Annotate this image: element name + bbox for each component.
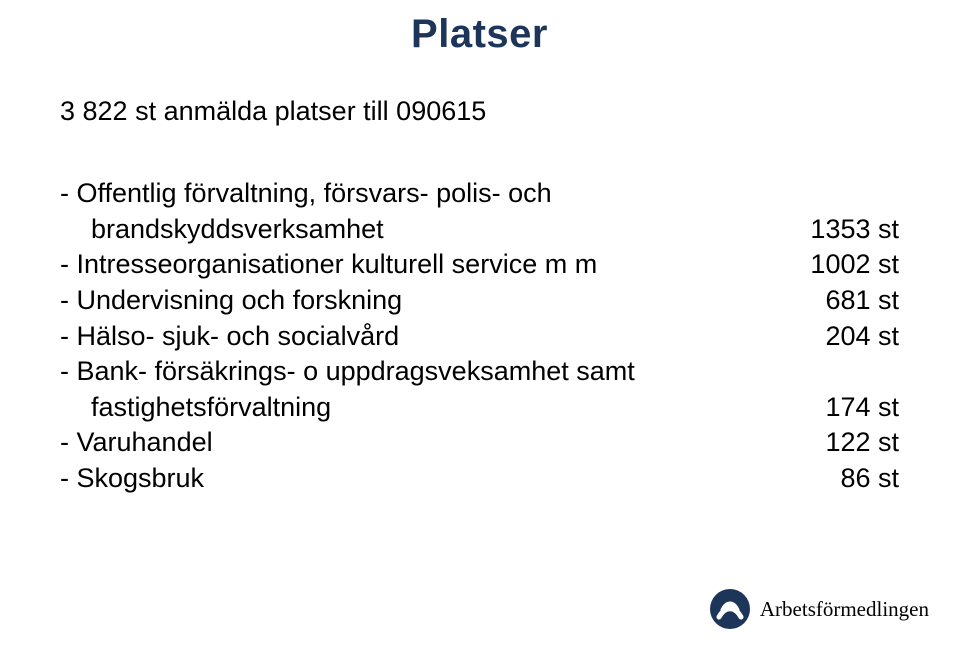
list-item: - Offentlig förvaltning, försvars- polis… — [60, 176, 899, 212]
logo-wordmark: Arbetsförmedlingen — [760, 597, 929, 622]
item-label: - Intresseorganisationer kulturell servi… — [60, 247, 597, 283]
item-value: 86 st — [769, 461, 899, 497]
list-item: - Skogsbruk 86 st — [60, 461, 899, 497]
item-label: brandskyddsverksamhet — [60, 212, 384, 248]
item-value: 681 st — [769, 283, 899, 319]
item-value: 1002 st — [769, 247, 899, 283]
item-label: fastighetsförvaltning — [60, 390, 331, 426]
item-value: 174 st — [769, 390, 899, 426]
item-value: 1353 st — [769, 212, 899, 248]
intro-line: 3 822 st anmälda platser till 090615 — [60, 96, 486, 127]
items-list: - Offentlig förvaltning, försvars- polis… — [60, 176, 899, 497]
item-value: 122 st — [769, 425, 899, 461]
slide: Platser 3 822 st anmälda platser till 09… — [0, 0, 959, 655]
list-item: - Undervisning och forskning 681 st — [60, 283, 899, 319]
item-value: 204 st — [769, 319, 899, 355]
item-label: - Undervisning och forskning — [60, 283, 402, 319]
list-item: - Hälso- sjuk- och socialvård 204 st — [60, 319, 899, 355]
list-item: brandskyddsverksamhet 1353 st — [60, 212, 899, 248]
item-label: - Hälso- sjuk- och socialvård — [60, 319, 399, 355]
item-label: - Offentlig förvaltning, försvars- polis… — [60, 176, 552, 212]
logo-mark-icon — [708, 587, 752, 631]
item-label: - Varuhandel — [60, 425, 213, 461]
page-title: Platser — [0, 12, 959, 57]
item-label: - Skogsbruk — [60, 461, 204, 497]
list-item: fastighetsförvaltning 174 st — [60, 390, 899, 426]
list-item: - Varuhandel 122 st — [60, 425, 899, 461]
list-item: - Bank- försäkrings- o uppdragsveksamhet… — [60, 354, 899, 390]
logo: Arbetsförmedlingen — [708, 587, 929, 631]
item-label: - Bank- försäkrings- o uppdragsveksamhet… — [60, 354, 635, 390]
list-item: - Intresseorganisationer kulturell servi… — [60, 247, 899, 283]
